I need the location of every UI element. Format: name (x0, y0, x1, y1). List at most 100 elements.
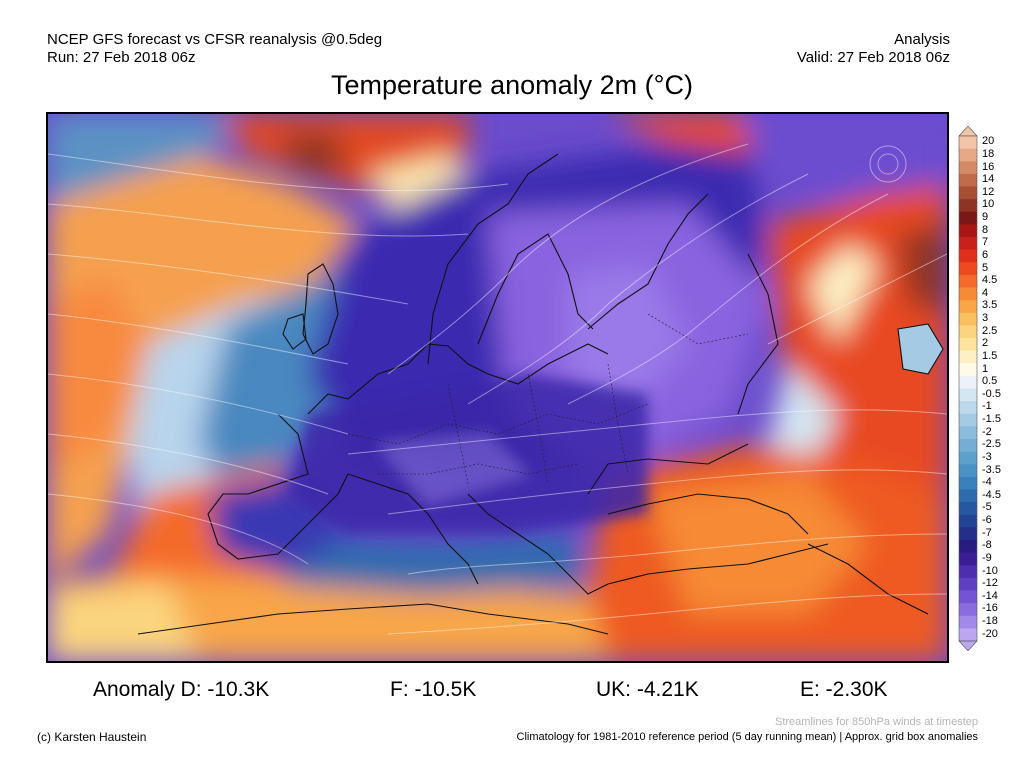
colorbar-swatch (959, 325, 977, 339)
colorbar-label: 2 (982, 337, 989, 350)
valid-time: Valid: 27 Feb 2018 06z (796, 49, 950, 66)
colorbar-label: 10 (982, 198, 995, 211)
colorbar-label: -3.5 (982, 463, 1001, 476)
colorbar-label: 2.5 (982, 324, 998, 337)
colorbar-swatch (959, 186, 977, 200)
colorbar-swatch (959, 287, 977, 301)
colorbar-label: -10 (982, 564, 998, 577)
colorbar-swatch (959, 464, 977, 478)
colorbar-label: -0.5 (982, 387, 1001, 400)
colorbar-label: 7 (982, 236, 989, 249)
colorbar-swatch (959, 615, 977, 629)
colorbar-label: 20 (982, 135, 995, 148)
colorbar-label: 3 (982, 312, 989, 325)
colorbar-swatch (959, 363, 977, 377)
anomaly-france: F: -10.5K (390, 678, 477, 701)
anomaly-spain: E: -2.30K (800, 678, 888, 701)
colorbar-swatch (959, 388, 977, 402)
colorbar-label: -4.5 (982, 488, 1001, 501)
colorbar-swatch (959, 489, 977, 503)
colorbar-swatch (959, 439, 977, 453)
colorbar-label: -9 (982, 551, 992, 564)
colorbar-label: 14 (982, 173, 995, 186)
colorbar-label: -1 (982, 400, 992, 413)
map-title: Temperature anomaly 2m (°C) (331, 70, 693, 100)
colorbar-label: -16 (982, 602, 998, 615)
colorbar-swatch (959, 211, 977, 225)
colorbar-swatch (959, 249, 977, 263)
colorbar-swatch (959, 540, 977, 554)
streamlines-note: Streamlines for 850hPa winds at timestep (775, 716, 978, 728)
colorbar-label: 1.5 (982, 349, 998, 362)
colorbar-label: 12 (982, 185, 995, 198)
colorbar-swatch (959, 565, 977, 579)
colorbar-label: 5 (982, 261, 989, 274)
run-info: NCEP GFS forecast vs CFSR reanalysis @0.… (47, 31, 382, 67)
colorbar-swatch (959, 173, 977, 187)
colorbar-min-arrow (958, 640, 978, 651)
colorbar-swatch (959, 413, 977, 427)
colorbar-label: -14 (982, 589, 998, 602)
colorbar-label: 0.5 (982, 375, 998, 388)
colorbar-swatch (959, 603, 977, 617)
colorbar-swatch (959, 338, 977, 352)
credit-text: (c) Karsten Haustein (37, 730, 147, 744)
colorbar-swatch (959, 527, 977, 541)
colorbar-swatch (959, 148, 977, 162)
anomaly-field (48, 114, 947, 661)
colorbar-swatch (959, 476, 977, 490)
colorbar-label: 4.5 (982, 274, 998, 287)
colorbar-label: -4 (982, 476, 992, 489)
streamlines-850hpa (48, 143, 947, 635)
colorbar-label: 4 (982, 286, 989, 299)
anomaly-uk: UK: -4.21K (596, 678, 699, 701)
colorbar-swatch (959, 628, 977, 642)
colorbar-swatch (959, 350, 977, 364)
analysis-label: Analysis (894, 31, 950, 48)
climatology-note: Climatology for 1981-2010 reference peri… (516, 731, 978, 743)
colorbar-label: -6 (982, 514, 992, 527)
colorbar-swatch (959, 401, 977, 415)
colorbar-swatch (959, 514, 977, 528)
colorbar-swatch (959, 237, 977, 251)
model-description: NCEP GFS forecast vs CFSR reanalysis @0.… (47, 31, 383, 48)
run-time: Run: 27 Feb 2018 06z (47, 49, 196, 66)
colorbar-label: 18 (982, 147, 995, 160)
colorbar-swatch (959, 199, 977, 213)
colorbar-label: 9 (982, 211, 989, 224)
colorbar-label: -1.5 (982, 413, 1001, 426)
colorbar-swatch (959, 300, 977, 314)
colorbar-swatch (959, 590, 977, 604)
colorbar-swatch (959, 136, 977, 150)
colorbar-swatch (959, 375, 977, 389)
colorbar-label: -2.5 (982, 438, 1001, 451)
colorbar-swatch (959, 274, 977, 288)
colorbar-label: -12 (982, 577, 998, 590)
colorbar-label: -7 (982, 526, 992, 539)
colorbar-label: 8 (982, 223, 989, 236)
colorbar-swatch (959, 577, 977, 591)
colorbar-label: -18 (982, 615, 998, 628)
colorbar-label: 3.5 (982, 299, 998, 312)
colorbar-swatch (959, 502, 977, 516)
colorbar-max-arrow (958, 126, 978, 137)
colorbar-label: 6 (982, 248, 989, 261)
colorbar (958, 126, 978, 651)
colorbar-label: 16 (982, 160, 995, 173)
borders (347, 313, 749, 485)
colorbar-label: -8 (982, 539, 992, 552)
valid-info: Analysis Valid: 27 Feb 2018 06z (797, 31, 950, 67)
anomaly-germany: Anomaly D: -10.3K (93, 678, 270, 701)
colorbar-swatch (959, 552, 977, 566)
colorbar-swatch (959, 312, 977, 326)
colorbar-label: -5 (982, 501, 992, 514)
colorbar-label: -20 (982, 627, 998, 640)
colorbar-swatch (959, 262, 977, 276)
colorbar-swatch (959, 426, 977, 440)
coastlines (137, 153, 944, 635)
colorbar-swatch (959, 224, 977, 238)
colorbar-swatch (959, 161, 977, 175)
colorbar-label: 1 (982, 362, 989, 375)
temperature-anomaly-map (46, 112, 949, 663)
colorbar-swatch (959, 451, 977, 465)
